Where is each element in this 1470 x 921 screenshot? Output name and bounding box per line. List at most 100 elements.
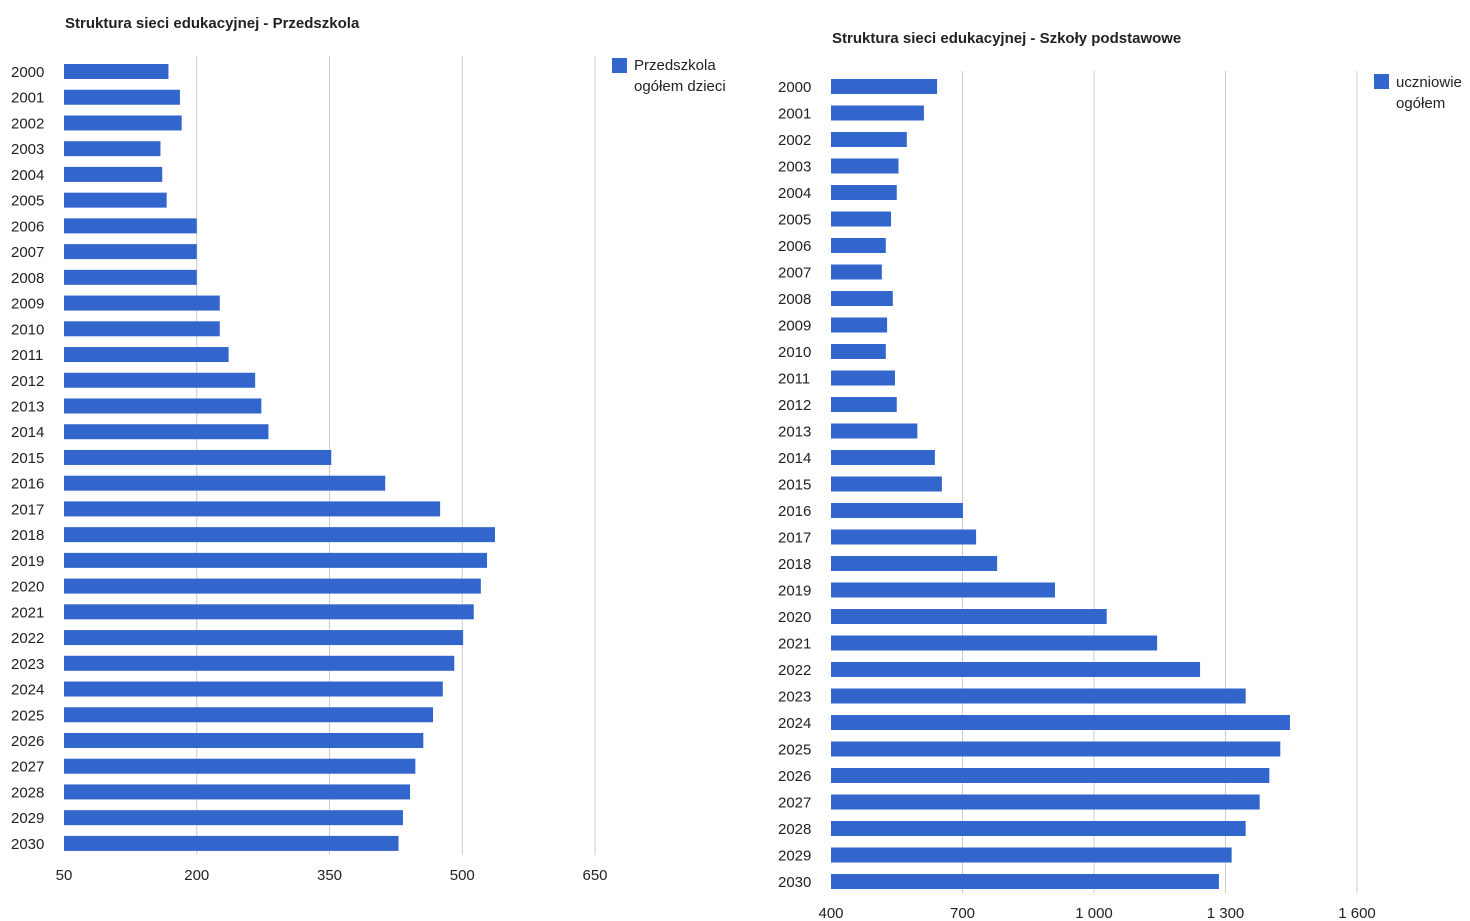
bar-2013	[64, 398, 262, 414]
bar-2001	[831, 105, 924, 121]
y-tick-label: 2025	[11, 707, 44, 724]
y-tick-label: 2006	[778, 238, 811, 255]
y-tick-label: 2021	[778, 636, 811, 653]
bar-2002	[64, 115, 182, 131]
y-tick-label: 2011	[11, 347, 43, 364]
y-tick-label: 2007	[778, 265, 811, 282]
bar-2019	[831, 582, 1055, 598]
y-tick-label: 2016	[11, 476, 44, 493]
y-tick-label: 2013	[778, 424, 811, 441]
bar-2020	[64, 578, 481, 594]
x-tick-label: 500	[450, 867, 475, 884]
x-tick-label: 50	[56, 867, 73, 884]
chart-title: Struktura sieci edukacyjnej - Przedszkol…	[65, 15, 360, 32]
y-tick-label: 2026	[11, 733, 44, 750]
bar-2013	[831, 423, 918, 439]
x-tick-label: 1 000	[1075, 905, 1113, 921]
bar-2000	[64, 64, 169, 79]
x-tick-label: 200	[184, 867, 209, 884]
y-tick-label: 2003	[778, 159, 811, 176]
y-tick-label: 2010	[778, 344, 811, 361]
y-tick-label: 2015	[11, 450, 44, 467]
y-tick-label: 2030	[11, 836, 44, 853]
y-tick-label: 2001	[11, 90, 44, 107]
bar-2005	[831, 211, 892, 227]
bar-2028	[64, 784, 411, 800]
y-tick-label: 2027	[11, 759, 44, 776]
bar-2003	[831, 158, 899, 174]
y-tick-label: 2005	[778, 212, 811, 229]
x-tick-label: 700	[950, 905, 975, 921]
bar-2030	[64, 835, 399, 851]
y-tick-label: 2024	[778, 715, 811, 732]
y-tick-label: 2004	[778, 185, 811, 202]
bar-2007	[64, 244, 197, 260]
bar-2029	[64, 810, 403, 826]
bar-2017	[831, 529, 977, 545]
y-tick-label: 2014	[778, 450, 811, 467]
y-tick-label: 2030	[778, 874, 811, 891]
y-tick-label: 2027	[778, 795, 811, 812]
y-tick-label: 2022	[11, 630, 44, 647]
y-tick-label: 2012	[778, 397, 811, 414]
bar-2014	[831, 450, 935, 465]
y-tick-label: 2018	[11, 527, 44, 544]
y-tick-label: 2025	[778, 742, 811, 759]
y-tick-label: 2011	[778, 371, 810, 388]
bar-2008	[831, 291, 893, 306]
y-tick-label: 2013	[11, 398, 44, 415]
chart-title: Struktura sieci edukacyjnej - Szkoły pod…	[832, 30, 1181, 47]
y-tick-label: 2029	[778, 848, 811, 865]
y-tick-label: 2016	[778, 503, 811, 520]
y-tick-label: 2018	[778, 556, 811, 573]
bar-2006	[831, 238, 886, 253]
y-tick-label: 2023	[778, 689, 811, 706]
legend-label: uczniowie ogółem	[1396, 74, 1462, 112]
bar-2022	[64, 630, 464, 646]
y-tick-label: 2009	[778, 318, 811, 335]
bar-2011	[831, 370, 895, 386]
bar-2005	[64, 192, 167, 208]
x-tick-label: 350	[317, 867, 342, 884]
x-tick-label: 650	[582, 867, 607, 884]
legend-label: Przedszkola ogółem dzieci	[634, 57, 726, 95]
bar-2024	[831, 715, 1290, 730]
bar-2025	[831, 741, 1281, 757]
bar-2008	[64, 269, 197, 285]
bar-2009	[64, 295, 220, 311]
y-tick-label: 2026	[778, 768, 811, 785]
bar-2029	[831, 847, 1232, 863]
y-tick-label: 2009	[11, 296, 44, 313]
bar-2016	[831, 503, 963, 518]
bar-2001	[64, 89, 180, 105]
bar-2012	[831, 397, 897, 412]
legend-swatch	[1374, 74, 1389, 89]
y-tick-label: 2019	[778, 583, 811, 600]
bar-2015	[64, 449, 332, 465]
bar-2006	[64, 218, 197, 234]
bar-2017	[64, 501, 441, 517]
bar-2004	[64, 166, 163, 182]
y-tick-label: 2023	[11, 656, 44, 673]
y-tick-label: 2002	[11, 115, 44, 132]
y-tick-label: 2008	[11, 270, 44, 287]
y-tick-label: 2001	[778, 106, 811, 123]
bar-2020	[831, 609, 1107, 624]
bar-2015	[831, 476, 942, 492]
bar-2024	[64, 681, 443, 697]
bar-2030	[831, 874, 1219, 889]
chart-2: Struktura sieci edukacyjnej - Szkoły pod…	[778, 30, 1462, 921]
y-tick-label: 2007	[11, 244, 44, 261]
bar-2016	[64, 475, 386, 491]
bar-2028	[831, 821, 1246, 836]
bar-2021	[64, 604, 474, 620]
y-tick-label: 2012	[11, 373, 44, 390]
bar-2026	[64, 732, 424, 748]
bar-2018	[64, 527, 495, 543]
bar-2014	[64, 424, 269, 440]
bar-2027	[831, 794, 1260, 810]
y-tick-label: 2021	[11, 604, 44, 621]
bar-2000	[831, 79, 938, 94]
bar-2018	[831, 556, 998, 571]
